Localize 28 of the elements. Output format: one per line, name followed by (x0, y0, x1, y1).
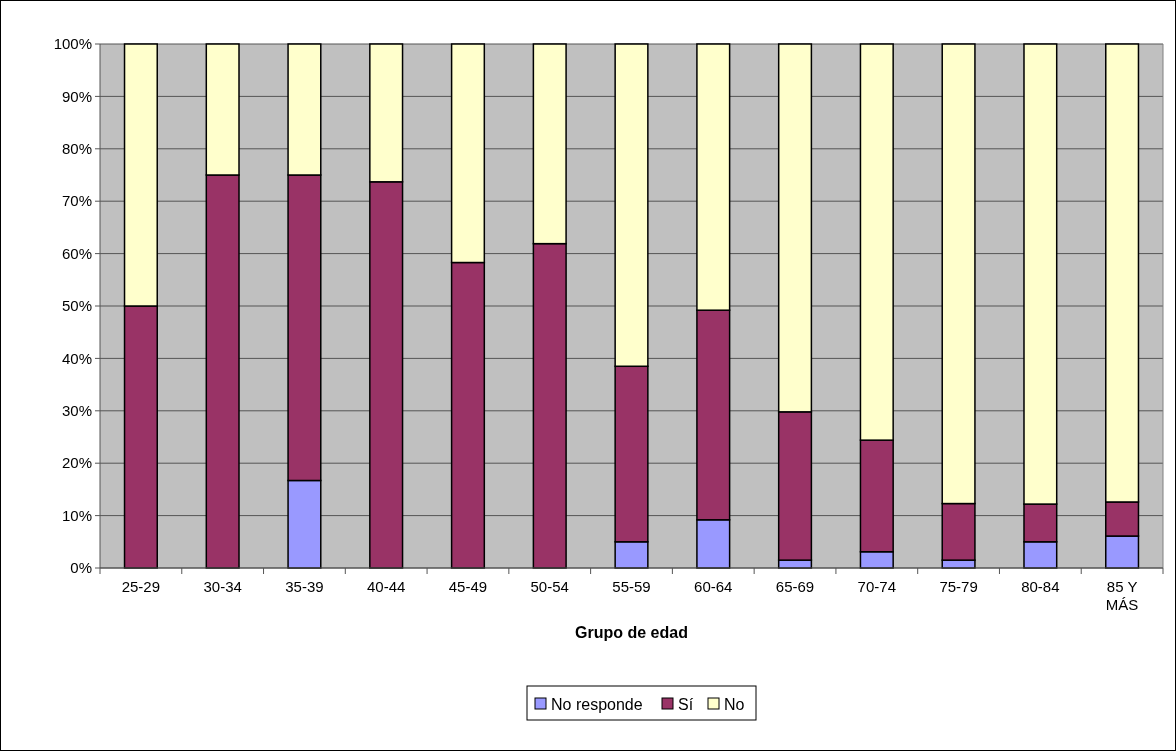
x-tick-label: 65-69 (775, 578, 815, 595)
y-tick-label: 30% (61, 402, 92, 420)
y-tick-label: 0% (70, 559, 92, 577)
y-tick-label: 60% (61, 244, 92, 262)
legend-label: No (724, 695, 745, 713)
x-tick-label: 85 Y MÁS (1105, 578, 1139, 613)
legend-label: No responde (551, 695, 643, 713)
x-tick-label: 35-39 (285, 578, 324, 595)
x-tick-label: 60-64 (694, 578, 733, 595)
y-tick-label: 90% (61, 87, 92, 105)
y-tick-label: 50% (61, 297, 92, 315)
y-tick-label: 20% (61, 454, 92, 472)
y-tick-label: 80% (61, 140, 92, 158)
x-tick-label: 55-59 (612, 578, 651, 595)
x-tick-label: 45-49 (448, 578, 488, 595)
x-tick-label: 80-84 (1021, 578, 1060, 595)
x-tick-label: 40-44 (367, 578, 406, 595)
x-tick-label: 30-34 (203, 578, 242, 595)
y-tick-label: 100% (53, 35, 92, 53)
x-tick-label: 75-79 (939, 578, 978, 595)
y-tick-label: 40% (61, 349, 92, 367)
x-tick-label: 50-54 (530, 578, 569, 595)
legend-label: Sí (678, 695, 694, 713)
x-tick-label: 25-29 (121, 578, 161, 595)
x-axis-title: Grupo de edad (575, 624, 688, 641)
x-tick-label: 70-74 (857, 578, 896, 595)
y-tick-label: 70% (61, 192, 92, 210)
y-tick-label: 10% (61, 506, 92, 524)
